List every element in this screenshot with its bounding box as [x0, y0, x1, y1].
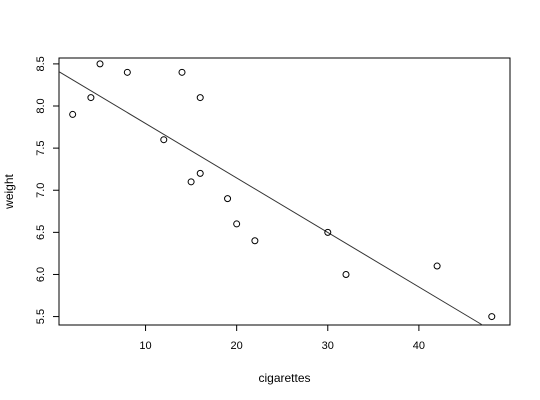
regression-layer [58, 71, 483, 326]
data-point [342, 270, 350, 278]
data-point [251, 237, 259, 245]
x-tick-label: 40 [413, 340, 425, 352]
data-point [160, 136, 168, 144]
y-tick-label: 7.5 [35, 140, 47, 155]
data-point [178, 68, 186, 76]
y-tick-label: 7.0 [35, 183, 47, 198]
y-axis-title: weight [2, 173, 16, 209]
y-tick-label: 8.0 [35, 98, 47, 113]
x-tick-label: 20 [231, 340, 243, 352]
data-point [233, 220, 241, 228]
regression-line [58, 71, 483, 326]
data-point [196, 169, 204, 177]
x-tick-label: 10 [139, 340, 151, 352]
x-tick-label: 30 [322, 340, 334, 352]
data-point [433, 262, 441, 270]
data-point [187, 178, 195, 186]
y-tick-label: 8.5 [35, 56, 47, 71]
data-point [87, 94, 95, 102]
plot-frame [58, 57, 511, 326]
data-point [488, 313, 496, 321]
data-point [69, 110, 77, 118]
y-tick-label: 6.0 [35, 267, 47, 282]
x-axis-title: cigarettes [258, 371, 310, 385]
y-tick-label: 5.5 [35, 309, 47, 324]
data-point [224, 195, 232, 203]
data-point [123, 68, 131, 76]
data-point [196, 94, 204, 102]
points-layer [69, 60, 496, 321]
data-point [96, 60, 104, 68]
y-tick-label: 6.5 [35, 225, 47, 240]
axes: 10 20 30 40 5.5 6.0 6.5 7.0 7.5 8.0 8.5 [35, 56, 511, 352]
data-point [324, 228, 332, 236]
